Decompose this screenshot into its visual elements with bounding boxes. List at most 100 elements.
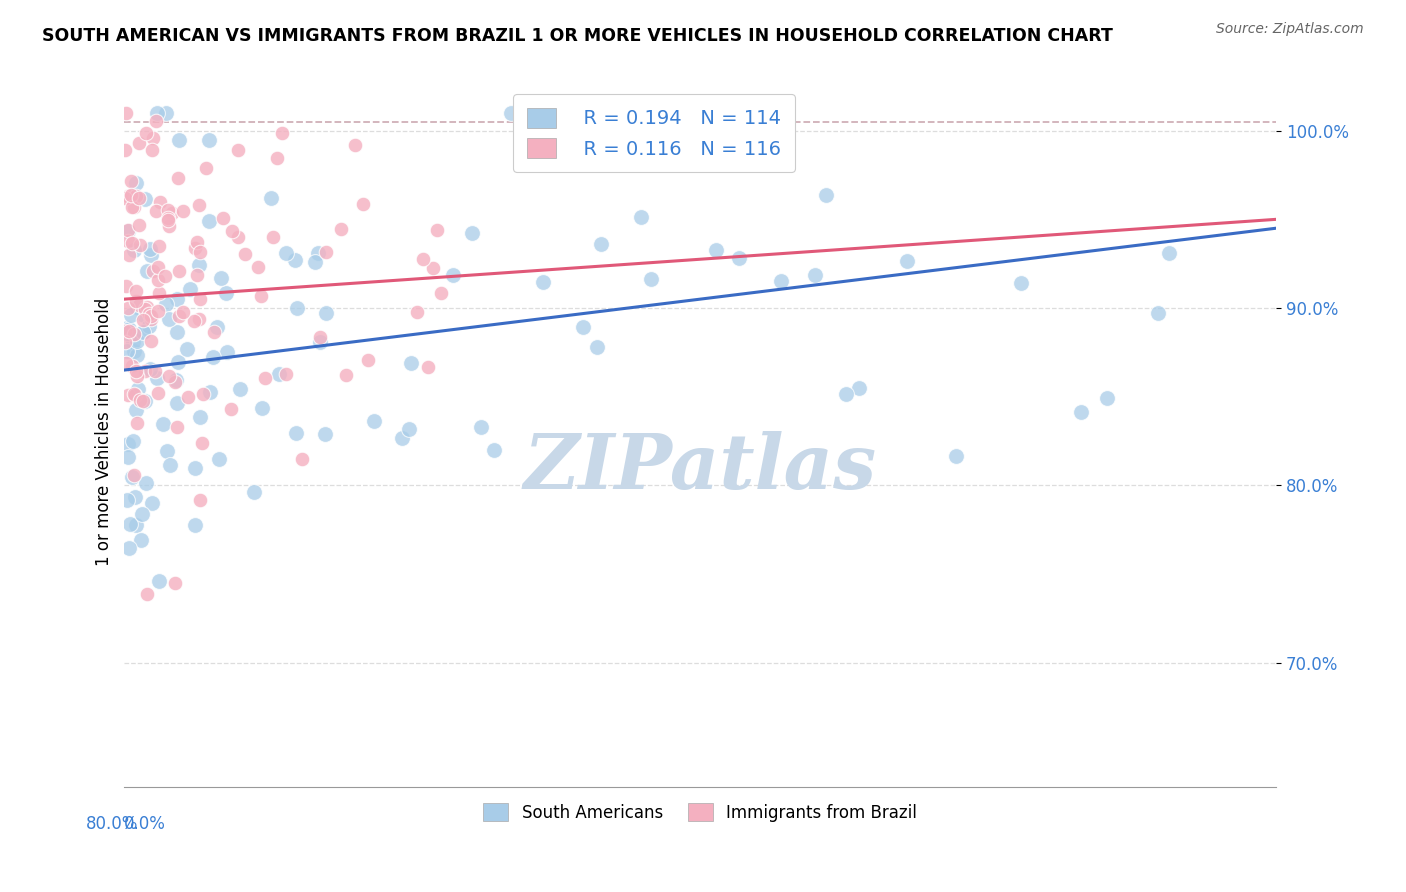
Point [131,533,153,548]
Point [118,324,141,338]
Point [142,130,165,145]
Point [243,485,266,500]
Point [315,306,337,320]
Point [157,369,180,384]
Point [125,348,148,362]
Point [125,300,148,314]
Point [186,235,208,249]
Point [202,325,225,339]
Point [572,319,595,334]
Point [124,490,146,504]
Point [704,243,727,257]
Point [128,218,150,232]
Point [461,227,484,241]
Point [134,302,156,317]
Point [148,304,170,318]
Point [136,300,159,314]
Point [284,252,307,267]
Point [274,367,297,381]
Point [591,236,613,251]
Point [134,364,156,378]
Point [139,362,162,376]
Point [426,223,449,237]
Point [526,106,548,120]
Point [262,229,284,244]
Point [148,239,170,253]
Point [215,285,238,300]
Point [148,574,170,588]
Point [122,343,145,358]
Point [132,313,155,327]
Point [405,305,427,319]
Point [191,436,214,450]
Point [188,292,211,306]
Point [149,194,172,209]
Point [215,345,238,359]
Point [115,279,138,293]
Point [307,245,329,260]
Point [412,252,434,267]
Point [122,468,145,483]
Point [184,517,207,532]
Point [124,388,146,402]
Point [896,254,918,268]
Point [120,188,142,202]
Point [416,359,439,374]
Point [115,356,138,370]
Point [848,381,870,395]
Point [115,321,138,335]
Point [121,359,143,374]
Point [226,143,249,157]
Point [274,246,297,260]
Text: ZIPatlas: ZIPatlas [523,431,876,505]
Point [229,383,252,397]
Point [134,393,156,408]
Point [814,188,837,202]
Point [124,387,146,401]
Point [159,458,181,472]
Point [122,326,145,341]
Point [148,285,170,300]
Point [121,469,143,483]
Point [266,151,288,165]
Point [167,171,190,186]
Point [284,426,307,441]
Legend: South Americans, Immigrants from Brazil: South Americans, Immigrants from Brazil [477,797,924,829]
Point [770,274,793,288]
Point [121,200,143,214]
Point [212,211,235,226]
Point [145,204,167,219]
Point [172,304,194,318]
Point [191,387,214,401]
Point [117,224,139,238]
Point [172,203,194,218]
Point [114,324,136,338]
Point [145,114,167,128]
Point [441,268,464,282]
Point [120,174,142,188]
Point [585,340,607,354]
Point [233,247,256,261]
Point [163,576,186,591]
Point [188,258,211,272]
Point [132,325,155,339]
Point [314,426,336,441]
Y-axis label: 1 or more Vehicles in Household: 1 or more Vehicles in Household [96,298,112,566]
Point [344,138,367,153]
Point [115,321,138,335]
Point [398,422,420,436]
Point [287,301,309,315]
Point [176,390,198,404]
Point [422,261,444,276]
Point [835,387,858,401]
Point [1010,276,1032,290]
Point [804,268,827,282]
Point [304,255,326,269]
Point [157,203,180,218]
Point [146,386,169,401]
Point [142,263,165,277]
Point [207,320,229,334]
Point [135,476,157,491]
Point [128,238,150,252]
Point [139,334,162,348]
